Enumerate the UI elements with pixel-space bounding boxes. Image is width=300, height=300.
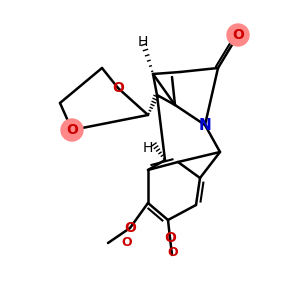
Text: N: N: [199, 118, 212, 133]
Text: H: H: [143, 141, 153, 155]
Text: O: O: [168, 245, 178, 259]
Text: O: O: [124, 221, 136, 235]
Text: O: O: [232, 28, 244, 42]
Circle shape: [61, 119, 83, 141]
Text: O: O: [122, 236, 132, 248]
Text: O: O: [164, 231, 176, 245]
Text: O: O: [112, 81, 124, 95]
Circle shape: [227, 24, 249, 46]
Text: H: H: [138, 35, 148, 49]
Text: O: O: [66, 123, 78, 137]
